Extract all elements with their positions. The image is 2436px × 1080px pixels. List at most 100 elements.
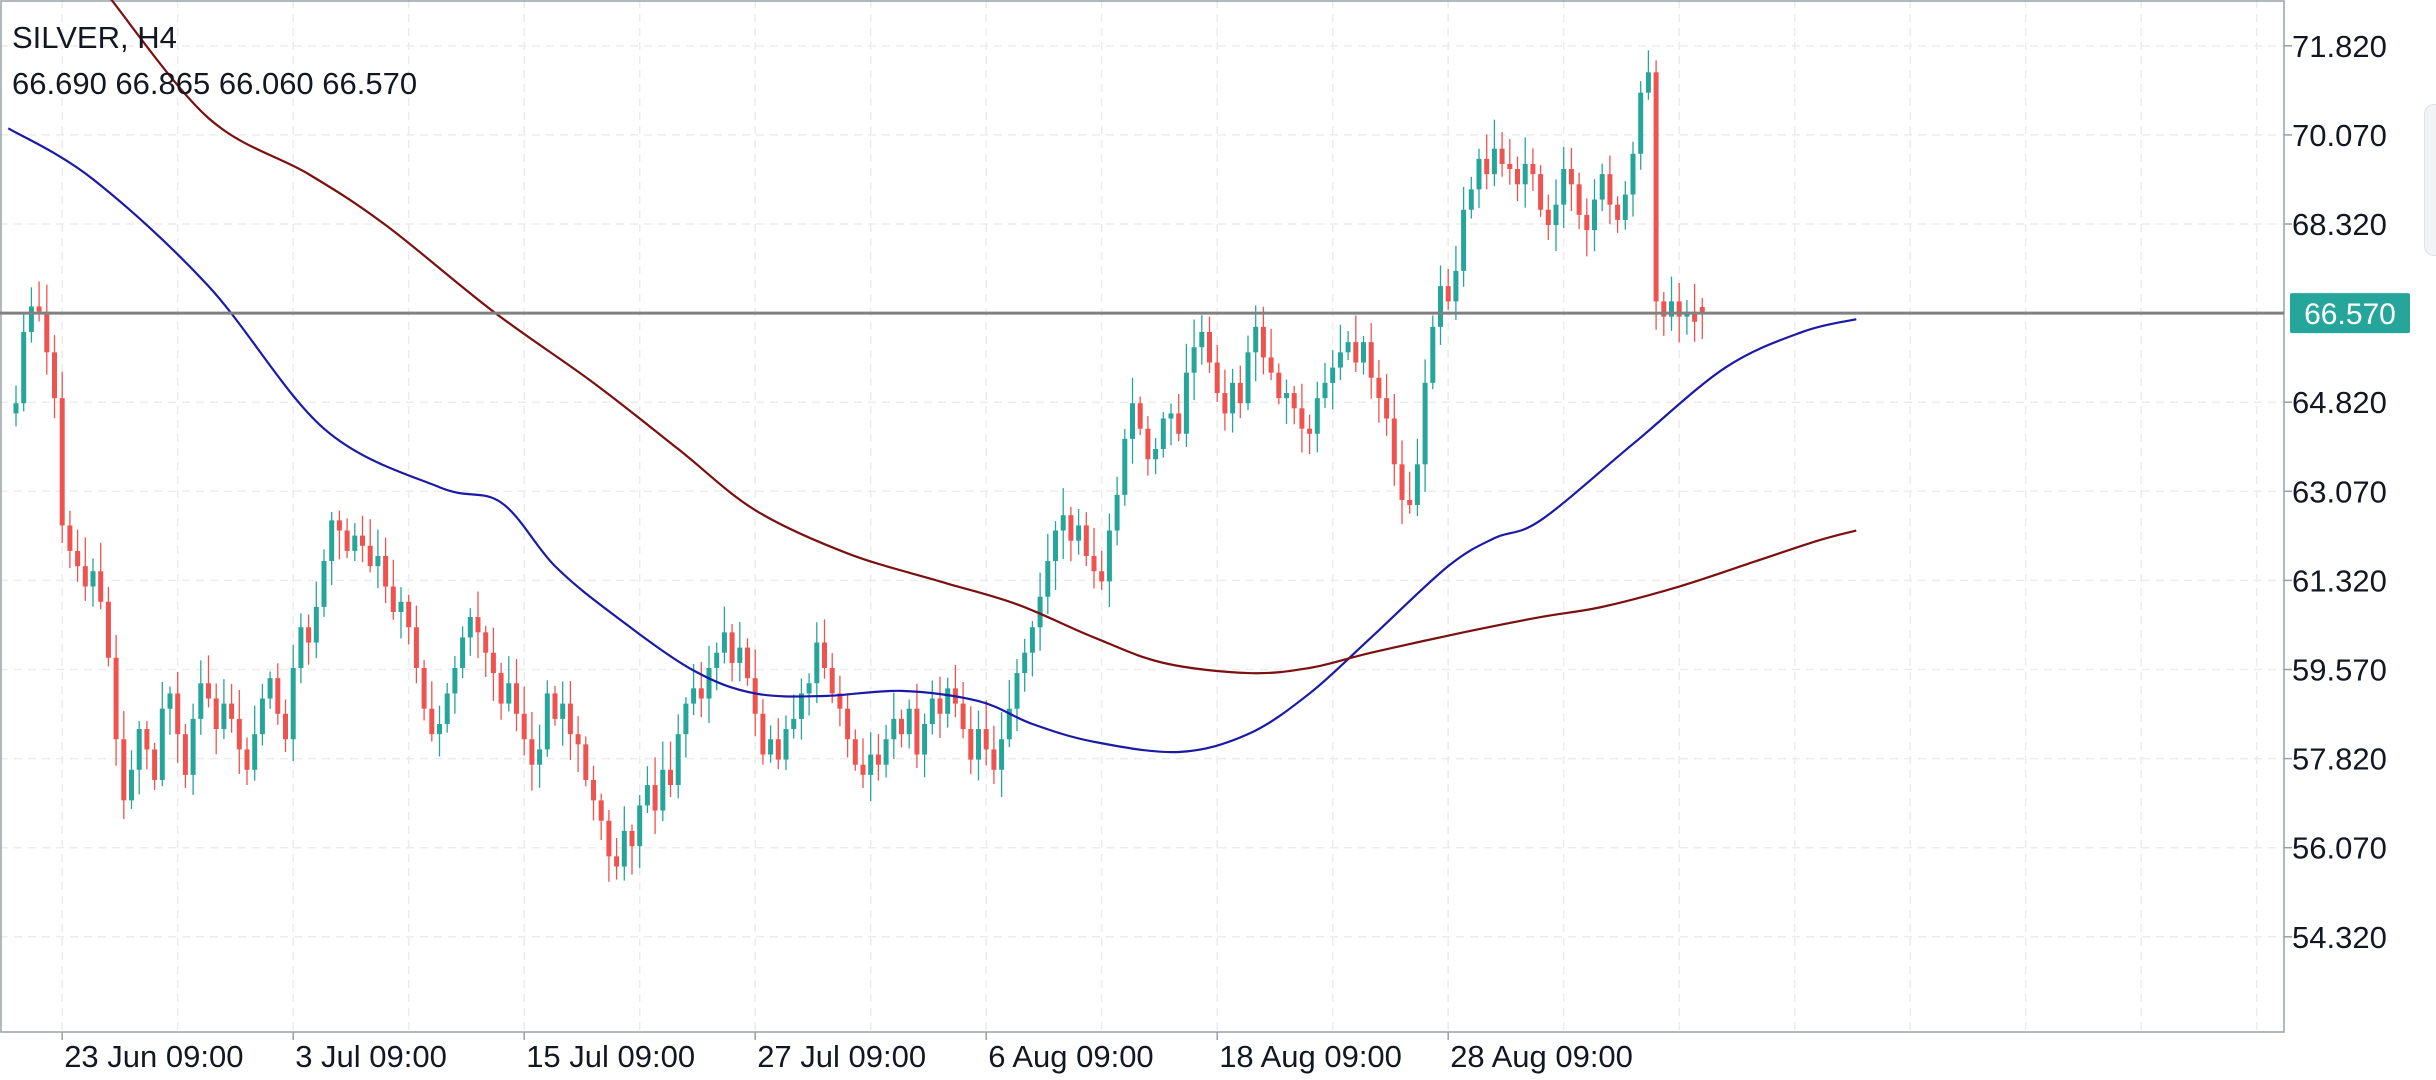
candle-body [367, 545, 373, 567]
candle-body [937, 698, 943, 714]
candle-body [899, 718, 904, 735]
time-axis-label: 18 Aug 09:00 [1219, 1039, 1402, 1074]
candle-body [82, 566, 88, 587]
time-axis-label: 27 Jul 09:00 [757, 1039, 926, 1074]
candle-body [1553, 204, 1559, 226]
candle-body [390, 586, 396, 612]
candle-body [1068, 515, 1074, 541]
candle-body [1245, 352, 1251, 404]
candle-body [852, 739, 858, 765]
candle-body [28, 306, 34, 332]
candle-body [1607, 174, 1613, 205]
candle-body [1676, 301, 1682, 317]
candle-body [236, 718, 242, 750]
candle-body [1468, 189, 1474, 210]
candles [13, 50, 1705, 882]
candle-body [437, 723, 442, 735]
candle-body [960, 703, 966, 730]
candle-body [883, 739, 889, 765]
price-axis-label: 70.070 [2292, 118, 2387, 153]
candle-body [490, 652, 496, 674]
candle-body [244, 749, 250, 770]
candle-body [1106, 530, 1112, 582]
price-axis-label: 71.820 [2292, 29, 2387, 64]
candle-body [1661, 301, 1667, 317]
candle-body [1368, 342, 1374, 378]
candle-body [498, 673, 504, 704]
candle-body [1476, 158, 1482, 190]
candle-body [190, 718, 196, 775]
candle-body [383, 555, 389, 587]
candle-body [1114, 494, 1120, 531]
candle-body [1645, 72, 1651, 93]
price-axis-label: 64.820 [2292, 385, 2387, 420]
candle-body [1176, 413, 1182, 434]
candle-body [806, 683, 812, 694]
candle-body [1053, 530, 1058, 562]
candle-body [1284, 393, 1289, 399]
side-panel-handle[interactable] [2424, 104, 2436, 256]
candle-body [752, 678, 758, 714]
price-axis-label: 57.820 [2292, 742, 2387, 777]
candle-body [1453, 270, 1459, 302]
candle-body [167, 693, 173, 709]
candle-body [452, 667, 458, 694]
candle-body [1137, 403, 1143, 429]
candle-body [1699, 307, 1705, 314]
candle-body [306, 627, 312, 643]
candle-body [344, 530, 350, 551]
candle-body [637, 805, 643, 847]
candle-body [1153, 449, 1159, 460]
candle-body [13, 403, 19, 414]
candle-body [1199, 331, 1205, 348]
candle-body [1253, 326, 1259, 353]
moving-averages [7, 0, 1857, 754]
candle-body [837, 693, 843, 709]
candle-body [1307, 428, 1313, 434]
candle-body [206, 683, 211, 699]
grid [0, 0, 2284, 1032]
time-axis[interactable]: 23 Jun 09:00 3 Jul 09:00 15 Jul 09:00 27 Ju… [61, 1032, 1633, 1074]
candle-body [121, 739, 127, 801]
candle-body [583, 744, 589, 780]
candle-body [1407, 499, 1413, 506]
candle-body [698, 688, 704, 699]
candle-body [606, 820, 612, 857]
candle-body [552, 693, 558, 719]
candle-body [1361, 342, 1366, 363]
candle-body [283, 713, 288, 740]
candle-body [529, 739, 535, 765]
candle-body [290, 667, 296, 740]
candle-body [1299, 408, 1305, 429]
candle-body [1491, 148, 1497, 175]
candle-body [475, 617, 481, 633]
candle-body [298, 627, 304, 668]
candle-body [105, 601, 111, 658]
candle-body [629, 830, 635, 847]
candle-body [1376, 377, 1382, 399]
candle-body [644, 785, 650, 806]
candle-body [1060, 515, 1066, 531]
price-badge-label: 66.570 [2304, 298, 2396, 331]
candle-body [814, 642, 820, 684]
candle-body [1207, 331, 1212, 363]
candle-body [783, 729, 789, 760]
candle-body [775, 739, 781, 760]
candle-body [1022, 652, 1028, 674]
candle-body [683, 703, 689, 735]
candle-body [329, 520, 335, 562]
candle-body [98, 571, 104, 602]
candle-body [1622, 194, 1628, 220]
candle-body [922, 723, 928, 755]
time-axis-label: 3 Jul 09:00 [295, 1039, 447, 1074]
candle-body [21, 331, 27, 404]
candle-body [1461, 209, 1467, 271]
candle-body [352, 535, 358, 551]
price-axis[interactable]: 54.320 56.070 57.820 59.570 61.320 63.070 64.8… [2284, 29, 2387, 955]
candle-body [1538, 174, 1544, 210]
candle-body [1422, 382, 1428, 465]
time-axis-label: 28 Aug 09:00 [1450, 1039, 1633, 1074]
candle-body [483, 632, 489, 653]
